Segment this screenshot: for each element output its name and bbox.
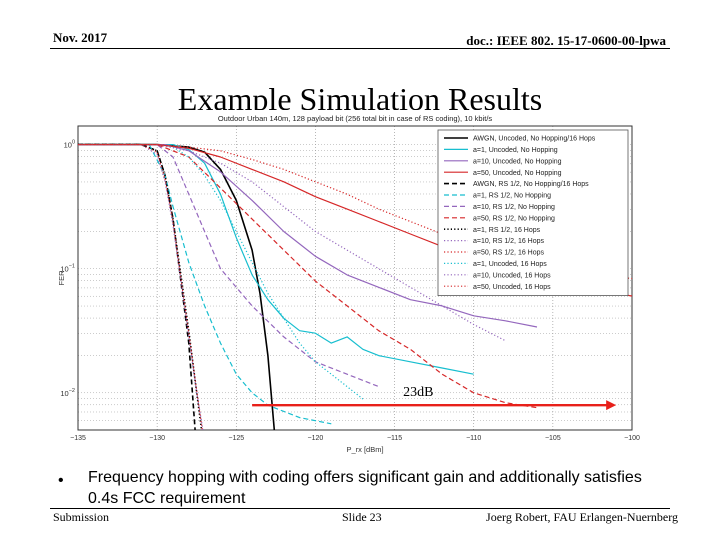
legend-label: a=1, RS 1/2, 16 Hops: [473, 227, 541, 234]
y-tick-label: 10−2: [60, 388, 75, 398]
y-tick-label: 100: [64, 140, 75, 150]
y-axis-label: FER: [57, 270, 66, 286]
footer-author: Joerg Robert, FAU Erlangen-Nuernberg: [486, 510, 678, 524]
bullet-text: Frequency hopping with coding offers sig…: [88, 469, 642, 507]
legend-label: a=1, Uncoded, No Hopping: [473, 147, 558, 154]
bullet-marker: •: [58, 472, 64, 489]
legend-label: AWGN, Uncoded, No Hopping/16 Hops: [473, 136, 596, 143]
x-tick-label: −135: [70, 435, 86, 442]
series-line: [78, 143, 204, 430]
y-tick-exponent: −1: [69, 264, 75, 270]
series-line: [78, 143, 203, 430]
x-tick-label: −100: [624, 435, 640, 442]
legend-label: a=1, Uncoded, 16 Hops: [473, 261, 547, 268]
series-line: [78, 143, 506, 342]
legend-box: [437, 129, 629, 297]
y-tick-exponent: −2: [69, 388, 75, 394]
series-line: [78, 143, 364, 400]
footer-slide-number: Slide 23: [342, 510, 382, 524]
series-line: [78, 143, 332, 425]
legend-label: a=50, Uncoded, No Hopping: [473, 170, 562, 177]
legend-label: a=10, RS 1/2, 16 Hops: [473, 238, 545, 245]
legend-label: a=50, Uncoded, 16 Hops: [473, 284, 551, 291]
legend-label: a=50, RS 1/2, No Hopping: [473, 215, 555, 222]
x-tick-label: −105: [545, 435, 561, 442]
series-line: [78, 143, 203, 430]
x-axis-label: P_rx [dBm]: [346, 445, 383, 454]
annotation-arrow-head: [606, 400, 617, 411]
series-line: [78, 143, 276, 430]
legend-label: a=10, Uncoded, No Hopping: [473, 158, 562, 165]
series-line: [78, 143, 196, 430]
fer-chart: Outdoor Urban 140m, 128 payload bit (256…: [57, 114, 640, 454]
y-tick-label: 10−1: [60, 264, 75, 274]
x-tick-label: −125: [228, 435, 244, 442]
footer-submission: Submission: [53, 510, 110, 524]
legend-label: a=50, RS 1/2, 16 Hops: [473, 250, 545, 257]
chart-title: Outdoor Urban 140m, 128 payload bit (256…: [218, 114, 493, 123]
x-tick-label: −120: [308, 435, 324, 442]
footer-rule: [50, 508, 670, 509]
x-tick-label: −110: [466, 435, 481, 442]
series-line: [78, 143, 538, 328]
slide-title: Example Simulation Results: [177, 81, 543, 110]
legend-label: a=10, Uncoded, 16 Hops: [473, 272, 551, 279]
series-line: [78, 143, 474, 375]
x-tick-label: −130: [149, 435, 165, 442]
series-line: [78, 143, 379, 388]
annotation-label: 23dB: [403, 385, 433, 400]
y-tick-exponent: 0: [72, 140, 75, 146]
header-date: Nov. 2017: [53, 30, 108, 45]
legend-label: AWGN, RS 1/2, No Hopping/16 Hops: [473, 181, 589, 188]
legend-label: a=1, RS 1/2, No Hopping: [473, 193, 551, 200]
header-rule: [50, 48, 670, 49]
series-line: [78, 143, 538, 409]
legend-label: a=10, RS 1/2, No Hopping: [473, 204, 555, 211]
header-doc-id: doc.: IEEE 802. 15-17-0600-00-lpwa: [466, 33, 666, 48]
x-tick-label: −115: [387, 435, 402, 442]
